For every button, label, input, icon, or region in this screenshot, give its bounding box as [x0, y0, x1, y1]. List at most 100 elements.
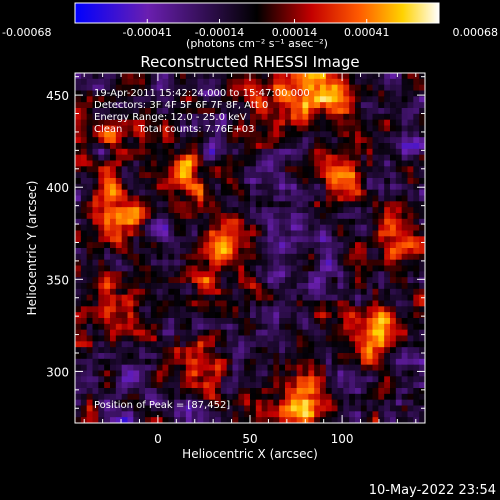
heatmap-cell [407, 411, 414, 418]
heatmap-cell [92, 399, 99, 407]
heatmap-cell [407, 248, 414, 255]
heatmap-cell [86, 166, 94, 173]
heatmap-cell [215, 370, 222, 377]
heatmap-cell [285, 341, 292, 348]
heatmap-cell [366, 318, 374, 325]
heatmap-cell [115, 388, 123, 395]
heatmap-cell [395, 253, 403, 261]
heatmap-cell [419, 143, 425, 150]
heatmap-cell [232, 90, 239, 97]
heatmap-cell [285, 253, 292, 261]
heatmap-cell [75, 347, 82, 354]
heatmap-cell [355, 277, 362, 284]
heatmap-cell [162, 323, 169, 331]
heatmap-cell [75, 259, 82, 267]
heatmap-cell [139, 306, 146, 313]
heatmap-cell [325, 265, 333, 272]
heatmap-cell [174, 143, 181, 150]
heatmap-cell [355, 329, 362, 337]
heatmap-cell [121, 341, 129, 348]
heatmap-cell [273, 183, 280, 191]
heatmap-cell [162, 183, 169, 191]
heatmap-cell [220, 218, 228, 226]
heatmap-cell [92, 166, 99, 173]
heatmap-cell [115, 218, 123, 226]
heatmap-cell [98, 213, 105, 220]
heatmap-cell [104, 417, 111, 423]
heatmap-cell [407, 306, 414, 313]
heatmap-cell [197, 405, 204, 412]
heatmap-cell [302, 376, 309, 383]
heatmap-cell [110, 271, 117, 278]
heatmap-cell [419, 96, 425, 103]
heatmap-cell [366, 277, 374, 284]
heatmap-cell [273, 84, 280, 92]
heatmap-cell [390, 300, 397, 307]
heatmap-cell [325, 189, 333, 197]
heatmap-cell [121, 318, 129, 325]
heatmap-cell [378, 253, 385, 261]
heatmap-cell [238, 411, 245, 418]
heatmap-cell [121, 388, 129, 395]
heatmap-cell [390, 73, 397, 80]
annotation-detectors: Detectors: 3F 4F 5F 6F 7F 8F, Att 0 [94, 100, 268, 111]
heatmap-cell [203, 358, 210, 366]
heatmap-cell [162, 236, 169, 243]
heatmap-cell [390, 102, 397, 109]
heatmap-cell [261, 148, 269, 156]
heatmap-cell [191, 347, 199, 354]
heatmap-cell [331, 283, 339, 290]
heatmap-cell [92, 160, 99, 167]
heatmap-cell [308, 218, 315, 226]
heatmap-cell [185, 230, 193, 237]
heatmap-cell [226, 96, 234, 103]
heatmap-cell [238, 242, 245, 249]
heatmap-cell [395, 294, 403, 302]
heatmap-cell [127, 399, 134, 407]
heatmap-cell [133, 312, 140, 319]
heatmap-cell [407, 353, 414, 360]
heatmap-cell [355, 224, 362, 232]
heatmap-cell [104, 154, 111, 162]
heatmap-cell [401, 300, 409, 307]
heatmap-cell [355, 323, 362, 331]
heatmap-cell [156, 143, 164, 150]
heatmap-cell [185, 329, 193, 337]
heatmap-cell [419, 265, 425, 272]
heatmap-cell [390, 283, 397, 290]
heatmap-cell [203, 259, 210, 267]
heatmap-cell [290, 183, 298, 191]
heatmap-cell [133, 288, 140, 296]
heatmap-cell [296, 353, 304, 360]
heatmap-cell [150, 143, 158, 150]
heatmap-cell [378, 230, 385, 237]
heatmap-cell [395, 242, 403, 249]
heatmap-cell [139, 288, 146, 296]
heatmap-cell [343, 125, 350, 132]
heatmap-cell [156, 265, 164, 272]
heatmap-cell [80, 393, 88, 401]
heatmap-cell [325, 172, 333, 179]
heatmap-cell [407, 189, 414, 197]
heatmap-cell [331, 265, 339, 272]
heatmap-cell [395, 388, 403, 395]
heatmap-cell [110, 213, 117, 220]
heatmap-cell [145, 119, 152, 127]
heatmap-cell [325, 201, 333, 208]
heatmap-cell [308, 143, 315, 150]
heatmap-cell [232, 259, 239, 267]
heatmap-cell [355, 248, 362, 255]
heatmap-cell [232, 113, 239, 121]
heatmap-cell [267, 242, 274, 249]
heatmap-cell [145, 306, 152, 313]
heatmap-cell [150, 113, 158, 121]
heatmap-cell [413, 265, 420, 272]
heatmap-cell [273, 96, 280, 103]
heatmap-cell [98, 335, 105, 342]
heatmap-cell [150, 271, 158, 278]
heatmap-cell [285, 323, 292, 331]
heatmap-cell [226, 271, 234, 278]
heatmap-cell [320, 207, 327, 214]
heatmap-cell [413, 253, 420, 261]
heatmap-cell [220, 119, 228, 127]
